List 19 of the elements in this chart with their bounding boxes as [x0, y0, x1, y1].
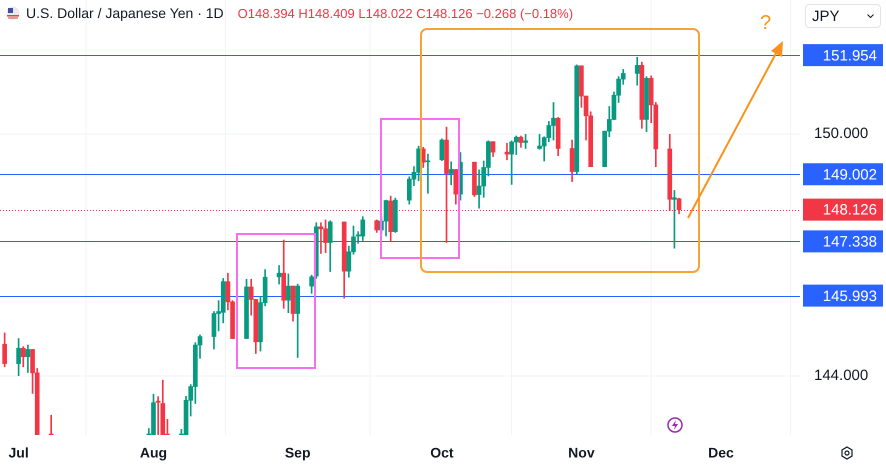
ref-line-label: 147.338 [822, 234, 877, 251]
y-tick-label: 144.000 [814, 367, 868, 384]
x-tick-label: Dec [708, 444, 734, 460]
y-tick-label: 150.000 [814, 125, 868, 142]
x-tick-label: Jul [8, 444, 29, 460]
ref-line-label: 145.993 [822, 288, 877, 305]
candlestick [276, 265, 282, 284]
y-axis-title: JPY [812, 8, 840, 25]
ref-line-label: 148.126 [822, 202, 877, 219]
x-tick-label: Nov [568, 444, 595, 460]
annotation: ? [760, 12, 772, 35]
candlestick [504, 142, 510, 160]
ref-line-label: 151.954 [822, 47, 877, 64]
ref-line-label: 149.002 [822, 166, 877, 184]
chart-subtitle: O148.394 H148.409 L148.022 C148.126 −0.268 (−0.18%) [238, 6, 574, 20]
x-tick-label: Sep [284, 444, 311, 460]
x-tick-label: Aug [140, 444, 168, 460]
chart-title: U.S. Dollar / Japanese Yen · 1D [26, 5, 224, 21]
x-tick-label: Oct [430, 444, 454, 460]
